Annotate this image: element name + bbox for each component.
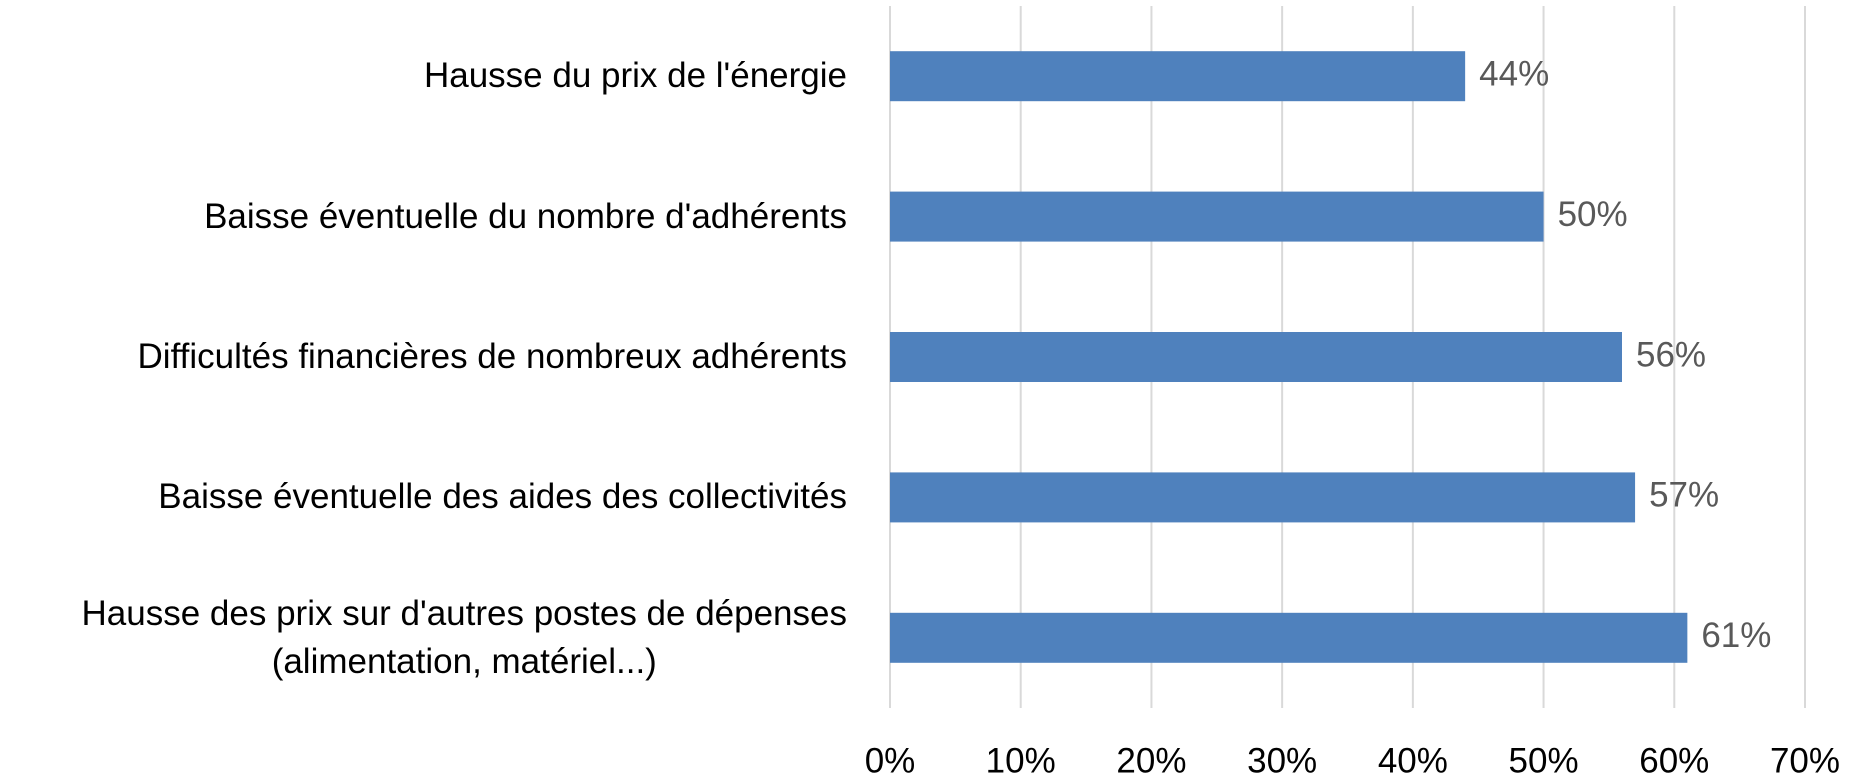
x-tick-label: 40%: [1378, 741, 1448, 780]
x-tick-label: 20%: [1116, 741, 1186, 780]
data-label: 44%: [1479, 54, 1549, 93]
x-tick-label: 10%: [986, 741, 1056, 780]
bar: [890, 612, 1688, 663]
y-tick-label: Baisse éventuelle du nombre d'adhérents: [204, 196, 847, 236]
x-tick-label: 70%: [1770, 741, 1840, 780]
data-label: 57%: [1649, 476, 1719, 515]
data-label: 61%: [1701, 616, 1771, 655]
x-tick-label: 50%: [1509, 741, 1579, 780]
y-tick-label: Baisse éventuelle des aides des collecti…: [158, 477, 847, 517]
bar: [890, 332, 1622, 382]
x-tick-label: 30%: [1247, 741, 1317, 780]
x-tick-label: 0%: [865, 741, 916, 780]
y-tick-label: Hausse des prix sur d'autres postes de d…: [81, 593, 847, 681]
data-label: 56%: [1636, 335, 1706, 374]
bar: [890, 472, 1636, 523]
y-tick-label: Hausse du prix de l'énergie: [423, 56, 847, 96]
x-tick-label: 60%: [1639, 741, 1709, 780]
y-tick-label: Difficultés financières de nombreux adhé…: [137, 337, 847, 376]
bar: [890, 191, 1544, 242]
bar: [890, 51, 1466, 102]
data-label: 50%: [1558, 195, 1628, 234]
